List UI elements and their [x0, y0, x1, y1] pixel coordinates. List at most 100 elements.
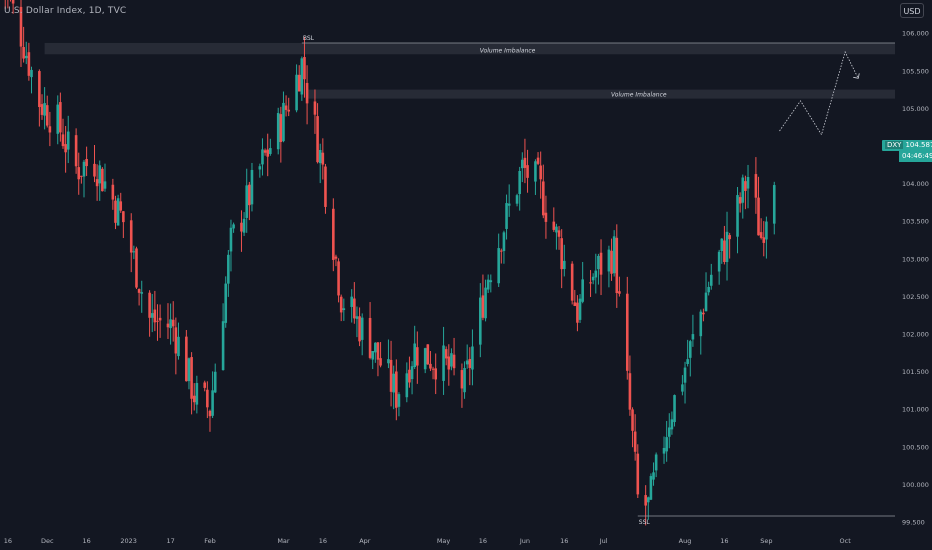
candle	[429, 351, 432, 372]
candle-body	[387, 359, 390, 364]
candle-body	[103, 181, 107, 189]
candle	[318, 143, 322, 184]
price-tick-label: 99.500	[902, 519, 925, 527]
candle-body	[662, 447, 666, 454]
candle	[618, 276, 621, 297]
candle	[169, 303, 172, 345]
candle	[98, 160, 102, 201]
candle	[245, 168, 249, 233]
candle	[465, 344, 469, 369]
candle	[688, 339, 692, 377]
price-tick-label: 103.500	[902, 218, 929, 226]
candle	[484, 279, 487, 322]
candle-body	[248, 184, 251, 206]
candle-body	[772, 185, 776, 224]
candle-body	[224, 283, 228, 323]
candle	[95, 164, 99, 201]
candle	[757, 176, 760, 236]
candle	[80, 175, 83, 184]
candle	[423, 347, 427, 374]
candle-body	[82, 161, 86, 177]
candle	[140, 280, 144, 313]
candle-body	[156, 320, 159, 322]
candle-body	[762, 237, 766, 243]
candle	[208, 409, 212, 432]
candle-body	[471, 346, 474, 370]
candle	[552, 207, 556, 232]
candle	[263, 148, 267, 156]
candle-body	[560, 238, 563, 270]
candle	[557, 226, 561, 250]
candle-body	[686, 359, 689, 364]
candle-body	[360, 317, 364, 340]
candle	[177, 322, 180, 360]
candle	[408, 356, 411, 388]
candle	[649, 473, 653, 501]
zones-layer: Volume Imbalance Volume Imbalance	[44, 42, 895, 99]
candle	[59, 92, 62, 142]
candle	[355, 306, 359, 338]
time-tick-label: Sep	[760, 537, 772, 545]
candle-body	[757, 197, 760, 236]
candle	[447, 344, 451, 386]
candle	[481, 274, 485, 321]
candle	[652, 462, 655, 486]
candle-body	[431, 368, 435, 370]
candle-body	[486, 279, 490, 290]
candle	[334, 254, 338, 267]
candle	[190, 352, 193, 415]
candle	[562, 244, 566, 277]
candle	[395, 359, 398, 421]
candle-body	[195, 383, 199, 405]
candle	[368, 302, 372, 360]
candle	[371, 351, 374, 370]
candle	[324, 163, 327, 214]
candle	[539, 151, 542, 199]
candle-body	[502, 232, 506, 252]
candle	[410, 361, 414, 395]
candle	[129, 213, 133, 273]
currency-button[interactable]: USD	[900, 3, 924, 18]
candle	[11, 0, 15, 14]
candle-body	[416, 347, 419, 366]
candle	[683, 361, 687, 404]
candle-body	[578, 298, 582, 320]
time-tick-label: Mar	[277, 537, 290, 545]
candle-body	[64, 144, 67, 153]
volume-imbalance-zone	[307, 89, 895, 99]
candle-body	[174, 327, 178, 354]
candle-body	[557, 230, 561, 237]
candle-body	[358, 316, 361, 342]
candle	[227, 249, 230, 297]
candle	[555, 223, 558, 250]
candle	[667, 413, 671, 449]
candle-body	[699, 311, 703, 337]
candle-body	[153, 309, 157, 323]
candle	[30, 66, 33, 94]
liquidity-level-label: SSL	[639, 519, 651, 526]
candle-body	[673, 395, 676, 423]
candle	[610, 238, 613, 281]
candle	[397, 392, 401, 417]
candle-body	[765, 221, 768, 240]
candle	[636, 444, 640, 499]
candle	[544, 195, 548, 239]
candle	[581, 261, 584, 304]
candle-body	[652, 472, 655, 480]
time-axis[interactable]: 16 Dec 16 2023 17 Feb Mar 16 Apr May 16 Jun 16 Jul Aug…	[4, 537, 851, 545]
candle-body	[374, 342, 377, 353]
candle-body	[539, 165, 542, 180]
candle-body	[450, 353, 453, 367]
candle	[342, 298, 346, 321]
price-axis[interactable]: 99.500 100.000 100.500 101.000 101.500 102.00…	[896, 0, 932, 550]
candle	[463, 361, 466, 399]
candle	[759, 218, 763, 240]
candle-body	[625, 293, 629, 371]
candle-body	[691, 334, 695, 340]
candle-body	[169, 319, 172, 329]
candle-body	[709, 274, 713, 286]
candle-body	[576, 302, 579, 323]
candle	[442, 326, 445, 395]
candle	[224, 276, 228, 328]
